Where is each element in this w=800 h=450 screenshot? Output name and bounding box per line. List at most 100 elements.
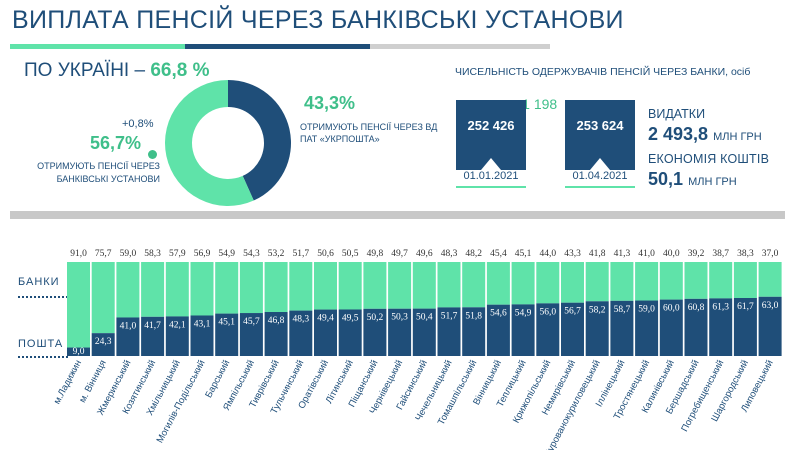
bar-banks	[635, 262, 659, 301]
bar-banks	[338, 262, 362, 310]
bar-label-banks: 50,5	[342, 249, 359, 259]
bar-label-post: 51,8	[465, 311, 482, 321]
bar-post	[190, 315, 214, 356]
bar-post	[289, 310, 313, 356]
bar-banks	[610, 262, 634, 301]
bar-label-banks: 53,2	[268, 249, 285, 259]
recipients-value-apr: 253 624	[576, 118, 624, 133]
section-divider	[10, 211, 785, 219]
bar-label-post: 50,3	[391, 313, 408, 323]
bar-label-banks: 54,3	[243, 249, 260, 259]
bar-label-banks: 57,9	[169, 249, 186, 259]
bar-post	[363, 308, 387, 356]
bar-post	[462, 307, 486, 356]
donut-slice-post	[228, 80, 291, 201]
post-percent: 43,3%	[304, 93, 356, 113]
bar-label-post: 61,7	[737, 302, 754, 312]
bar-label-banks: 49,7	[391, 249, 408, 259]
bar-banks	[412, 262, 436, 309]
bar-post	[486, 304, 510, 356]
bar-post	[338, 309, 362, 356]
ukraine-label: ПО УКРАЇНІ –	[24, 60, 146, 81]
bar-post	[635, 300, 659, 356]
bank-percent: 56,7%	[90, 133, 142, 153]
bar-banks	[91, 262, 115, 334]
bar-banks	[733, 262, 757, 299]
recipients-date-jan: 01.01.2021	[463, 170, 519, 182]
bar-label-banks: 51,7	[292, 249, 309, 259]
page-title: ВИПЛАТА ПЕНСІЙ ЧЕРЕЗ БАНКІВСЬКІ УСТАНОВИ	[12, 6, 624, 34]
bar-label-post: 58,7	[614, 305, 631, 315]
bar-banks	[585, 262, 609, 302]
bar-label-post: 9,0	[73, 347, 85, 357]
bar-banks	[486, 262, 510, 305]
box-notch	[481, 158, 501, 170]
bar-label-post: 63,0	[762, 301, 779, 311]
bar-banks	[363, 262, 387, 309]
bar-label-banks: 48,2	[465, 249, 482, 259]
bar-label-post: 51,7	[441, 311, 458, 321]
bar-banks	[561, 262, 584, 303]
bar-label-post: 54,9	[515, 308, 532, 318]
bar-label-post: 41,0	[120, 321, 137, 331]
bar-label-banks: 41,8	[589, 249, 606, 259]
bar-label-banks: 38,3	[737, 249, 754, 259]
bar-label-post: 49,5	[342, 313, 359, 323]
bar-label-banks: 75,7	[95, 249, 112, 259]
bar-post	[141, 316, 165, 356]
bar-post	[91, 333, 115, 356]
recipients-box-jan: 252 426	[456, 100, 526, 170]
post-axis-label: ПОШТА	[18, 338, 64, 350]
banks-axis-label: БАНКИ	[18, 276, 60, 288]
bank-dot-marker	[148, 150, 157, 159]
title-underline-gray	[370, 44, 550, 49]
title-underline	[10, 44, 550, 49]
bar-label-banks: 37,0	[762, 249, 779, 259]
recipients-value-jan: 252 426	[467, 118, 515, 133]
post-label: ОТРИМУЮТЬ ПЕНСІЇ ЧЕРЕЗ ВД ПАТ «УКРПОШТА»	[300, 122, 438, 144]
bar-label-post: 46,8	[268, 316, 285, 326]
bar-label-post: 60,8	[688, 303, 705, 313]
bar-banks	[709, 262, 733, 299]
donut-slice-banks	[165, 80, 254, 206]
bar-label-banks: 40,0	[663, 249, 680, 259]
bar-post	[709, 298, 733, 356]
date-underline-jan	[456, 186, 526, 188]
bar-post	[536, 303, 560, 356]
ukraine-value: 66,8 %	[150, 60, 210, 81]
bar-post	[264, 312, 288, 356]
bar-label-banks: 50,6	[317, 249, 334, 259]
bar-post	[388, 308, 412, 356]
post-axis-dash	[18, 356, 68, 358]
bar-label-post: 43,1	[194, 319, 211, 329]
bar-label-banks: 43,3	[564, 249, 581, 259]
bar-label-banks: 45,4	[490, 249, 507, 259]
bar-post	[437, 307, 461, 356]
bar-banks	[388, 262, 412, 309]
bar-post	[561, 302, 584, 356]
bar-banks	[165, 262, 189, 317]
bar-label-banks: 44,0	[539, 249, 556, 259]
savings-label: ЕКОНОМІЯ КОШТІВ	[648, 152, 770, 166]
bar-post	[239, 313, 263, 356]
bar-post	[412, 308, 436, 356]
savings-unit: МЛН ГРН	[688, 176, 737, 188]
bar-label-post: 60,0	[663, 304, 680, 314]
bar-label-banks: 58,3	[144, 249, 161, 259]
bar-post	[684, 298, 708, 356]
bar-label-banks: 56,9	[194, 249, 211, 259]
bar-banks	[289, 262, 313, 311]
bar-banks	[141, 262, 165, 317]
bar-banks	[659, 262, 683, 300]
bank-label: ОТРИМУЮТЬ ПЕНСІЇ ЧЕРЕЗ БАНКІВСЬКІ УСТАНО…	[37, 161, 160, 184]
bar-banks	[239, 262, 263, 314]
savings-value: 50,1	[648, 169, 684, 189]
bar-label-post: 24,3	[95, 337, 112, 347]
bar-label-banks: 59,0	[120, 249, 137, 259]
bar-post	[116, 317, 140, 356]
bar-banks	[116, 262, 140, 318]
expenses-value: 2 493,8	[648, 124, 709, 144]
bar-label-post: 48,3	[292, 315, 309, 325]
bar-banks	[190, 262, 214, 316]
